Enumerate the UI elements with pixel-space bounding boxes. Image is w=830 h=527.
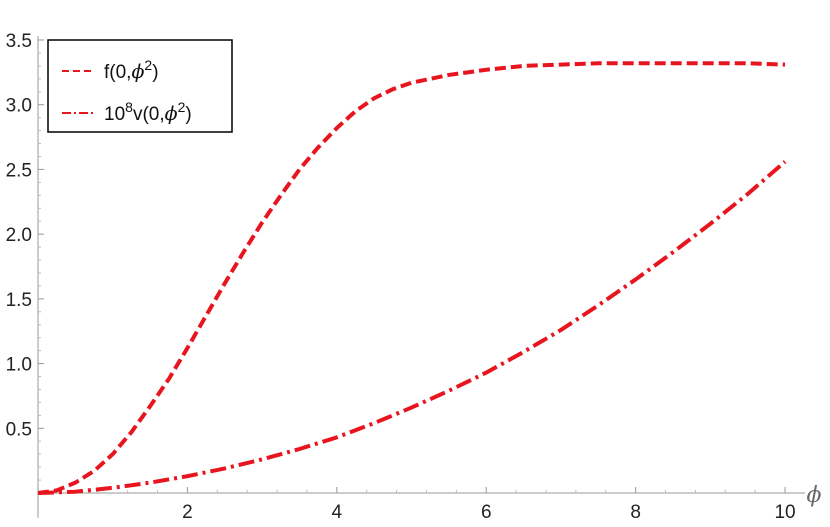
series-line-v bbox=[37, 160, 787, 495]
legend-v-symbol: ϕ bbox=[165, 103, 178, 125]
y-tick-label: 2.5 bbox=[6, 160, 32, 181]
y-tick-label: 1.5 bbox=[6, 290, 32, 311]
x-axis-title: ϕ bbox=[807, 483, 822, 508]
x-tick-label: 4 bbox=[332, 502, 343, 523]
legend-f-close: ) bbox=[152, 62, 158, 83]
legend-v-base: v(0, bbox=[133, 104, 165, 125]
legend-entry-v: 108v(0,ϕ2) bbox=[104, 99, 192, 125]
legend-v-prefix: 10 bbox=[104, 104, 125, 125]
y-tick-label: 0.5 bbox=[6, 419, 32, 440]
y-tick-label: 1.0 bbox=[6, 355, 32, 376]
legend-f-base: f(0, bbox=[104, 62, 131, 83]
series-layer bbox=[37, 61, 787, 495]
axes: 2 4 6 8 10 0.51.01.52.02.53.03.5 ϕ bbox=[6, 31, 822, 523]
legend-f-sup: 2 bbox=[144, 57, 152, 73]
y-ticks: 0.5 1.0 1.5 2.0 2.5 3.0 3.5 bbox=[6, 31, 44, 481]
legend-entry-f: f(0,ϕ2) bbox=[104, 57, 159, 83]
legend-f-symbol: ϕ bbox=[131, 61, 144, 83]
y-tick-label: 3.5 bbox=[6, 31, 32, 52]
x-tick-label: 10 bbox=[774, 502, 795, 523]
x-tick-label: 8 bbox=[630, 502, 641, 523]
x-ticks: 2 4 6 8 10 bbox=[67, 487, 796, 523]
legend-box bbox=[47, 39, 233, 133]
legend-v-sup: 2 bbox=[178, 99, 186, 115]
y-tick-label: 2.0 bbox=[6, 225, 32, 246]
legend: f(0,ϕ2) 108v(0,ϕ2) bbox=[47, 39, 233, 133]
series-line-f bbox=[37, 61, 786, 495]
y-tick-label: 3.0 bbox=[6, 96, 32, 117]
x-tick-label: 2 bbox=[182, 502, 193, 523]
legend-v-close: ) bbox=[185, 104, 191, 125]
legend-v-prefix-sup: 8 bbox=[125, 99, 133, 115]
x-tick-label: 6 bbox=[481, 502, 492, 523]
